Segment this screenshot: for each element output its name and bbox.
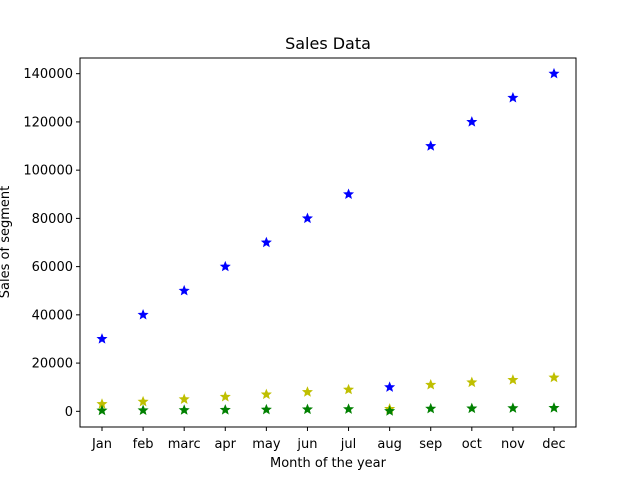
data-point-series-2 bbox=[219, 391, 231, 402]
data-point-series-2 bbox=[548, 371, 560, 383]
data-point-series-1 bbox=[507, 91, 519, 103]
data-point-series-2 bbox=[260, 388, 272, 400]
data-point-series-3 bbox=[548, 402, 560, 413]
data-point-series-2 bbox=[466, 376, 478, 388]
x-axis-title: Month of the year bbox=[270, 456, 387, 471]
x-tick-label: nov bbox=[501, 437, 525, 452]
data-point-series-1 bbox=[466, 116, 478, 127]
data-point-series-1 bbox=[96, 333, 108, 344]
data-point-series-2 bbox=[507, 374, 519, 385]
x-tick-label: Jan bbox=[91, 437, 112, 452]
y-tick-label: 60000 bbox=[32, 260, 73, 275]
plot-area: Jan feb marc apr may jun jul aug sep oct nov dec 0 20… bbox=[23, 67, 565, 452]
y-tick-label: 120000 bbox=[23, 115, 73, 130]
y-tick-label: 20000 bbox=[32, 357, 73, 372]
x-tick-label: jun bbox=[296, 437, 317, 452]
data-point-series-2 bbox=[178, 393, 190, 404]
data-point-series-3 bbox=[507, 402, 519, 413]
x-tick-label: marc bbox=[168, 437, 201, 452]
data-point-series-1 bbox=[425, 140, 437, 151]
y-tick-label: 100000 bbox=[23, 164, 73, 179]
data-point-series-3 bbox=[96, 404, 108, 416]
data-point-series-3 bbox=[219, 404, 231, 415]
data-point-series-1 bbox=[178, 284, 190, 296]
data-point-series-1 bbox=[260, 236, 272, 248]
data-point-series-3 bbox=[137, 404, 149, 416]
x-tick-label: jul bbox=[340, 437, 356, 452]
data-point-series-1 bbox=[301, 212, 313, 224]
data-point-series-3 bbox=[260, 403, 272, 415]
chart-title: Sales Data bbox=[285, 34, 371, 53]
data-point-series-2 bbox=[301, 386, 313, 397]
y-tick-label: 80000 bbox=[32, 212, 73, 227]
x-tick-label: sep bbox=[419, 437, 442, 452]
x-tick-label: feb bbox=[133, 437, 154, 452]
y-tick-label: 0 bbox=[65, 405, 73, 420]
x-tick-label: may bbox=[252, 437, 281, 452]
x-tick-label: aug bbox=[377, 437, 401, 452]
data-point-series-2 bbox=[425, 378, 437, 390]
data-point-series-1 bbox=[219, 260, 231, 272]
y-tick-label: 140000 bbox=[23, 67, 73, 82]
plot-frame bbox=[79, 57, 577, 428]
data-point-series-3 bbox=[425, 402, 437, 414]
data-point-series-1 bbox=[384, 381, 396, 392]
data-point-series-3 bbox=[466, 402, 478, 414]
data-point-series-2 bbox=[343, 383, 355, 395]
data-point-series-2 bbox=[137, 395, 149, 407]
x-tick-label: dec bbox=[542, 437, 565, 452]
x-tick-label: oct bbox=[462, 437, 482, 452]
data-point-series-3 bbox=[384, 405, 396, 416]
x-tick-label: apr bbox=[214, 437, 236, 452]
y-axis-title: Sales of segment bbox=[0, 186, 13, 298]
data-point-series-3 bbox=[301, 403, 313, 415]
data-point-series-3 bbox=[343, 403, 355, 414]
data-point-series-1 bbox=[548, 67, 560, 79]
y-tick-label: 40000 bbox=[32, 308, 73, 323]
data-point-series-1 bbox=[137, 309, 149, 320]
data-point-series-3 bbox=[178, 404, 190, 415]
data-point-series-1 bbox=[343, 188, 355, 199]
